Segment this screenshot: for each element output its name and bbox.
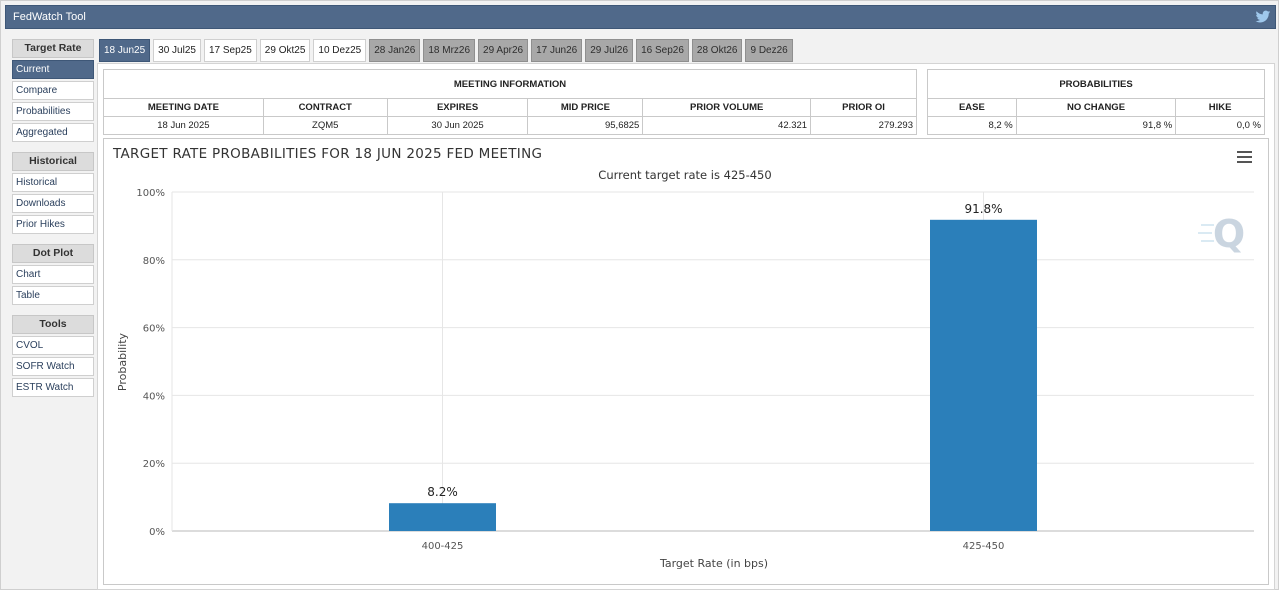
tab-16-sep26[interactable]: 16 Sep26: [636, 39, 689, 62]
cell-expires: 30 Jun 2025: [386, 116, 529, 135]
cell-no-change: 91,8 %: [1015, 116, 1177, 135]
sidebar-item-sofr-watch[interactable]: SOFR Watch: [12, 357, 94, 376]
cell-contract: ZQM5: [262, 116, 388, 135]
y-axis-label: Probability: [116, 332, 129, 391]
column-header-ease: EASE: [927, 98, 1017, 117]
sidebar-header-dot-plot: Dot Plot: [12, 244, 94, 263]
column-header-meeting-date: MEETING DATE: [103, 98, 264, 117]
sidebar-item-downloads[interactable]: Downloads: [12, 194, 94, 213]
tab-18-jun25[interactable]: 18 Jun25: [99, 39, 151, 62]
sidebar-item-estr-watch[interactable]: ESTR Watch: [12, 378, 94, 397]
bar-data-label: 91.8%: [964, 202, 1002, 216]
sidebar-item-aggregated[interactable]: Aggregated: [12, 123, 94, 142]
sidebar-item-historical[interactable]: Historical: [12, 173, 94, 192]
column-header-contract: CONTRACT: [262, 98, 388, 117]
y-tick-label: 40%: [143, 391, 165, 402]
sidebar-item-cvol[interactable]: CVOL: [12, 336, 94, 355]
y-tick-label: 60%: [143, 324, 165, 335]
column-header-expires: EXPIRES: [386, 98, 529, 117]
sidebar-item-prior-hikes[interactable]: Prior Hikes: [12, 215, 94, 234]
tab-30-jul25[interactable]: 30 Jul25: [153, 39, 201, 62]
q-watermark-icon: Q: [1198, 212, 1245, 256]
probabilities-table: PROBABILITIES EASE NO CHANGE HIKE 8,2 % …: [927, 69, 1265, 135]
table-row: 8,2 % 91,8 % 0,0 %: [927, 116, 1265, 135]
tab-10-dez25[interactable]: 10 Dez25: [313, 39, 367, 62]
chart-canvas: TARGET RATE PROBABILITIES FOR 18 JUN 202…: [112, 146, 1254, 570]
tab-17-jun26[interactable]: 17 Jun26: [531, 39, 583, 62]
y-tick-label: 20%: [143, 459, 165, 470]
bar-data-label: 8.2%: [427, 485, 458, 499]
twitter-icon[interactable]: [1255, 9, 1271, 25]
chart-subtitle: Current target rate is 425-450: [598, 168, 771, 182]
svg-text:Q: Q: [1213, 212, 1245, 256]
x-tick-label: 400-425: [422, 541, 464, 552]
sidebar-item-probabilities[interactable]: Probabilities: [12, 102, 94, 121]
cell-ease: 8,2 %: [927, 116, 1017, 135]
cell-mid-price: 95,6825: [527, 116, 644, 135]
sidebar-header-target-rate: Target Rate: [12, 39, 94, 58]
app-title: FedWatch Tool: [13, 11, 86, 23]
tab-28-jan26[interactable]: 28 Jan26: [369, 39, 421, 62]
sidebar-item-chart[interactable]: Chart: [12, 265, 94, 284]
column-header-hike: HIKE: [1175, 98, 1265, 117]
tab-17-sep25[interactable]: 17 Sep25: [203, 39, 257, 62]
tab-9-dez26[interactable]: 9 Dez26: [745, 39, 793, 62]
table-row: 18 Jun 2025 ZQM5 30 Jun 2025 95,6825 42.…: [103, 116, 917, 135]
column-header-mid-price: MID PRICE: [527, 98, 644, 117]
sidebar-nav: Target Rate Current Compare Probabilitie…: [12, 39, 94, 399]
tab-29-apr26[interactable]: 29 Apr26: [478, 39, 529, 62]
sidebar-header-historical: Historical: [12, 152, 94, 171]
y-tick-label: 100%: [136, 188, 165, 199]
x-tick-label: 425-450: [963, 541, 1005, 552]
cell-hike: 0,0 %: [1175, 116, 1265, 135]
y-tick-label: 0%: [149, 527, 165, 538]
bar-400-425[interactable]: [389, 503, 496, 531]
tab-29-okt25[interactable]: 29 Okt25: [259, 39, 311, 62]
sidebar-item-current[interactable]: Current: [12, 60, 94, 79]
cell-prior-oi: 279.293: [810, 116, 917, 135]
target-rate-chart: TARGET RATE PROBABILITIES FOR 18 JUN 202…: [103, 138, 1269, 585]
probabilities-title: PROBABILITIES: [927, 69, 1265, 99]
cell-prior-volume: 42.321: [642, 116, 812, 135]
sidebar-header-tools: Tools: [12, 315, 94, 334]
column-header-prior-volume: PRIOR VOLUME: [642, 98, 812, 117]
sidebar-item-compare[interactable]: Compare: [12, 81, 94, 100]
y-tick-label: 80%: [143, 256, 165, 267]
chart-menu-icon[interactable]: [1237, 151, 1252, 163]
column-header-no-change: NO CHANGE: [1015, 98, 1177, 117]
sidebar-item-table[interactable]: Table: [12, 286, 94, 305]
bar-425-450[interactable]: [930, 219, 1037, 531]
tab-28-okt26[interactable]: 28 Okt26: [691, 39, 743, 62]
main-panel: MEETING INFORMATION MEETING DATE CONTRAC…: [97, 63, 1275, 590]
x-axis-label: Target Rate (in bps): [659, 557, 768, 570]
title-bar: FedWatch Tool: [5, 5, 1276, 29]
tab-29-jul26[interactable]: 29 Jul26: [585, 39, 634, 62]
chart-title: TARGET RATE PROBABILITIES FOR 18 JUN 202…: [112, 146, 542, 162]
meeting-information-table: MEETING INFORMATION MEETING DATE CONTRAC…: [103, 69, 917, 135]
meeting-tabs: 18 Jun25 30 Jul25 17 Sep25 29 Okt25 10 D…: [99, 39, 796, 62]
cell-meeting-date: 18 Jun 2025: [103, 116, 264, 135]
tab-18-mrz26[interactable]: 18 Mrz26: [423, 39, 476, 62]
meeting-information-title: MEETING INFORMATION: [103, 69, 917, 99]
column-header-prior-oi: PRIOR OI: [810, 98, 917, 117]
